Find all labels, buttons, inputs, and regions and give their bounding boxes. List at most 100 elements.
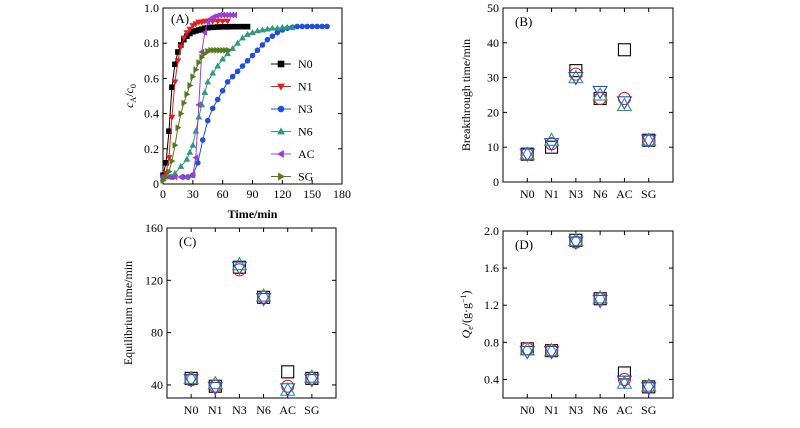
x-tick-label: SG xyxy=(641,403,657,417)
y-tick-label: 50 xyxy=(487,1,499,15)
y-tick-label: 0.6 xyxy=(144,71,159,85)
legend-entry-n1: N1 xyxy=(271,80,313,94)
plot-frame xyxy=(502,7,674,183)
data-point xyxy=(229,73,236,80)
y-axis-label: Equilibrium time/min xyxy=(121,261,135,365)
data-point xyxy=(545,140,559,154)
data-point xyxy=(299,23,306,30)
data-point xyxy=(183,30,191,37)
data-point xyxy=(169,157,176,165)
data-point xyxy=(202,50,209,58)
data-point xyxy=(640,134,657,149)
data-point xyxy=(209,24,216,31)
y-axis-label: Breakthrough time/min xyxy=(459,39,473,151)
legend-marker xyxy=(276,150,284,158)
legend-marker xyxy=(278,172,286,181)
panel-label: (C) xyxy=(179,234,196,249)
legend-entry-sg: SG xyxy=(271,170,314,184)
legend-label: AC xyxy=(298,147,315,161)
data-point xyxy=(195,101,202,109)
legend-label: N3 xyxy=(298,102,313,116)
y-tick-label: 0.4 xyxy=(484,372,499,386)
data-point xyxy=(255,292,272,307)
panel-d: N0 N1 N3 N6 AC SG 0.4 0.8 1.2 1.6 2.0 Qe/(g·g−1) (D) xyxy=(459,224,674,417)
data-point xyxy=(219,87,226,94)
data-point xyxy=(204,117,211,124)
data-point xyxy=(163,173,170,181)
panel-label: (A) xyxy=(171,11,189,26)
data-point xyxy=(234,68,241,75)
data-point xyxy=(192,154,199,161)
legend-label: SG xyxy=(298,170,314,184)
series-triangle-down xyxy=(183,261,320,397)
data-point xyxy=(520,342,534,356)
data-point xyxy=(254,47,261,54)
panel-a: 0 30 60 90 120 150 180 0 0.2 0.4 0.6 0.8 1.0 Time/min… xyxy=(122,1,351,221)
y-tick-label: 1.2 xyxy=(484,298,499,312)
plot-frame xyxy=(166,227,337,399)
data-point xyxy=(304,23,310,30)
data-point xyxy=(224,18,232,25)
data-point xyxy=(171,173,178,181)
data-point xyxy=(199,53,206,61)
y-tick-label: 0.8 xyxy=(484,335,499,349)
x-tick-label: SG xyxy=(641,187,657,201)
data-point xyxy=(177,44,185,51)
data-point xyxy=(224,79,231,85)
data-point xyxy=(268,24,276,31)
data-point xyxy=(288,23,296,30)
data-point xyxy=(195,160,201,166)
data-point xyxy=(309,23,315,30)
data-point xyxy=(255,287,272,302)
y-tick-label: 2.0 xyxy=(484,224,499,238)
legend-entry-n0: N0 xyxy=(271,57,313,71)
data-point xyxy=(201,89,209,95)
legend-entry-n3: N3 xyxy=(271,102,313,116)
data-point xyxy=(199,137,206,143)
x-tick-label: N1 xyxy=(544,403,559,417)
data-point xyxy=(640,377,657,392)
data-point xyxy=(616,96,633,110)
data-point xyxy=(217,46,224,54)
series-n3 xyxy=(160,23,330,180)
data-point xyxy=(193,66,200,73)
data-point xyxy=(219,55,227,62)
data-point xyxy=(257,290,271,304)
data-point xyxy=(177,162,185,169)
data-point xyxy=(204,78,212,85)
y-tick-label: 1.6 xyxy=(484,261,499,275)
data-point xyxy=(231,261,248,276)
x-tick-label: N6 xyxy=(593,187,608,201)
data-point xyxy=(175,49,181,55)
y-tick-label: 120 xyxy=(145,273,163,287)
data-point xyxy=(214,18,222,25)
data-point xyxy=(181,99,188,107)
legend-marker xyxy=(277,127,285,135)
data-point xyxy=(224,24,231,30)
x-tick-label: SG xyxy=(304,403,320,417)
series-circle xyxy=(520,67,656,161)
legend-marker xyxy=(277,60,285,68)
data-point xyxy=(519,146,536,160)
data-point xyxy=(207,381,224,396)
data-point xyxy=(183,370,199,385)
data-point xyxy=(234,23,241,30)
y-axis-label: cA/c0 xyxy=(122,84,138,108)
data-point xyxy=(249,52,256,59)
y-tick-label: 0.8 xyxy=(144,36,159,50)
data-point xyxy=(519,341,536,356)
data-point xyxy=(249,29,256,36)
data-point xyxy=(189,171,196,179)
data-point xyxy=(642,380,656,394)
data-point xyxy=(519,345,536,360)
data-point xyxy=(254,27,261,34)
data-point xyxy=(208,46,215,54)
legend-label: N0 xyxy=(298,57,313,71)
data-point xyxy=(178,110,185,117)
data-point xyxy=(617,372,631,386)
x-tick-label: AC xyxy=(616,187,633,201)
data-point xyxy=(640,132,657,146)
y-tick-label: 0.4 xyxy=(144,107,159,121)
series-n6 xyxy=(159,23,296,182)
